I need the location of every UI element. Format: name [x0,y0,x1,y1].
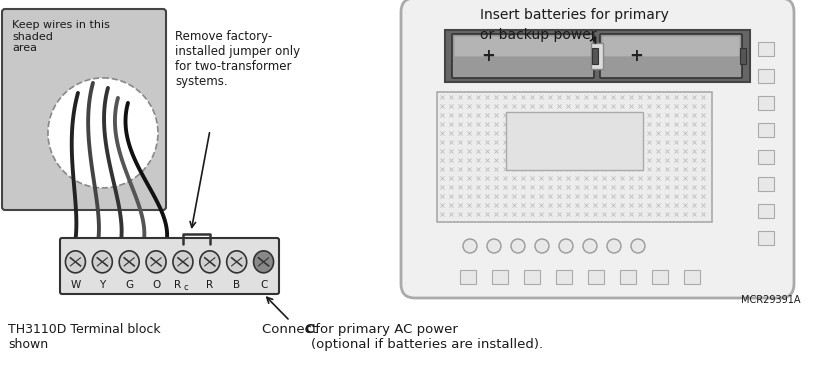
Circle shape [583,239,597,253]
Text: Connect: Connect [262,323,322,336]
Text: c: c [184,283,189,291]
Bar [445,30,750,82]
Text: Y: Y [99,280,105,290]
Bar [758,69,774,83]
Text: R: R [206,280,213,290]
Bar [460,270,476,284]
Text: C: C [304,323,314,336]
Ellipse shape [146,251,166,273]
FancyBboxPatch shape [401,0,794,298]
Bar [592,48,598,64]
Ellipse shape [254,251,273,273]
Text: G: G [125,280,133,290]
Bar [620,270,636,284]
Circle shape [559,239,573,253]
Circle shape [607,239,621,253]
Bar [524,270,540,284]
Bar [758,150,774,164]
Bar [506,112,643,170]
Bar [588,270,604,284]
Ellipse shape [119,251,140,273]
Ellipse shape [200,251,220,273]
Bar [652,270,668,284]
Ellipse shape [92,251,112,273]
Bar [758,231,774,245]
Circle shape [487,239,501,253]
Text: +: + [481,47,495,65]
Text: B: B [233,280,241,290]
Circle shape [631,239,645,253]
FancyBboxPatch shape [600,34,742,78]
Text: +: + [629,47,643,65]
Circle shape [535,239,549,253]
Circle shape [48,78,158,188]
Text: O: O [152,280,160,290]
FancyBboxPatch shape [455,37,591,56]
Bar [758,204,774,218]
Ellipse shape [66,251,85,273]
Ellipse shape [173,251,193,273]
Bar [758,96,774,110]
Circle shape [463,239,477,253]
FancyBboxPatch shape [603,37,740,56]
Bar [758,177,774,191]
FancyBboxPatch shape [60,238,279,294]
FancyBboxPatch shape [2,9,166,210]
Circle shape [511,239,525,253]
Bar [758,42,774,56]
Bar [740,48,746,64]
Ellipse shape [227,251,246,273]
Bar [437,92,712,222]
Bar [591,43,603,69]
Bar [556,270,572,284]
Text: Keep wires in this
shaded
area: Keep wires in this shaded area [12,20,110,53]
Bar [684,270,700,284]
FancyBboxPatch shape [452,34,594,78]
Text: for primary AC power
(optional if batteries are installed).: for primary AC power (optional if batter… [311,323,544,351]
Text: W: W [71,280,80,290]
Bar [492,270,508,284]
Bar [758,123,774,137]
Text: TH3110D Terminal block
shown: TH3110D Terminal block shown [8,323,161,351]
Text: R: R [174,280,181,290]
Text: MCR29391A: MCR29391A [741,295,800,305]
Text: Insert batteries for primary
or backup power: Insert batteries for primary or backup p… [480,8,669,42]
Text: C: C [260,280,268,290]
Text: Remove factory-
installed jumper only
for two-transformer
systems.: Remove factory- installed jumper only fo… [175,30,300,88]
